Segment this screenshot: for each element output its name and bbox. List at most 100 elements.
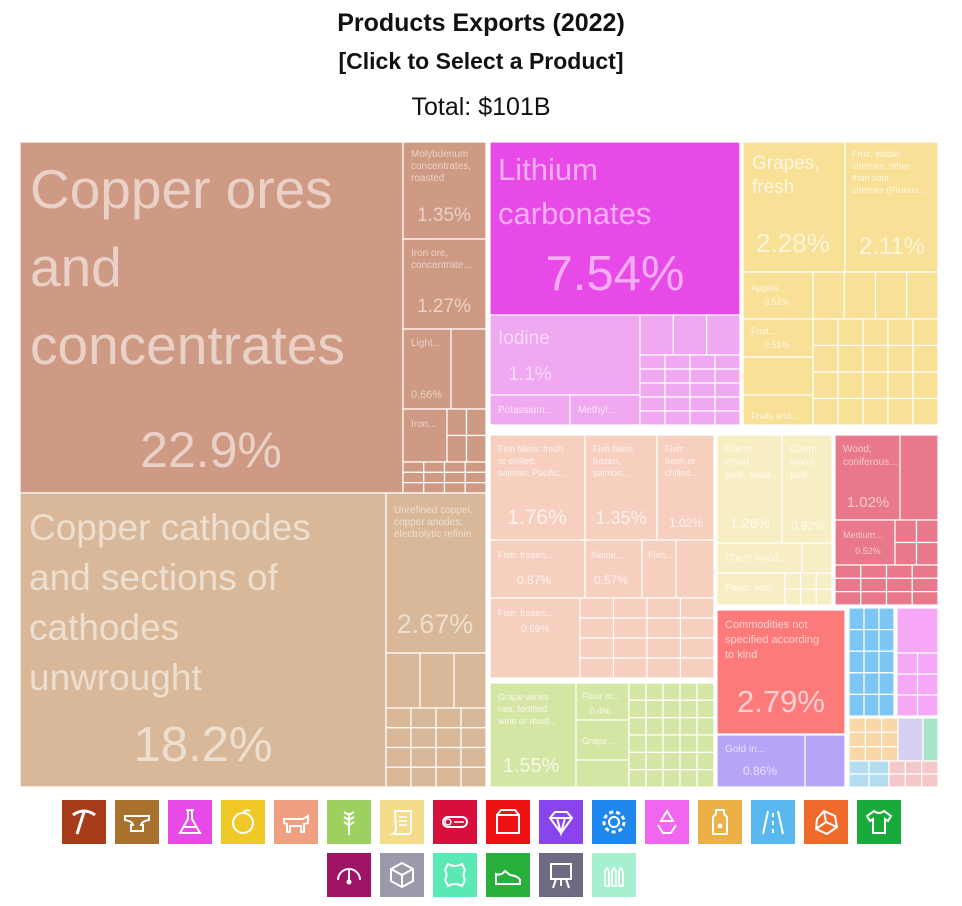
small-product-tile[interactable] — [465, 408, 487, 437]
small-product-tile[interactable] — [864, 717, 883, 733]
small-product-tile[interactable] — [896, 673, 919, 696]
small-product-tile[interactable] — [628, 699, 647, 719]
small-product-tile[interactable] — [837, 344, 864, 373]
small-product-tile[interactable] — [645, 769, 664, 788]
small-product-tile[interactable] — [837, 318, 864, 347]
small-product-tile[interactable] — [915, 519, 939, 544]
small-product-tile[interactable] — [916, 673, 939, 696]
legend-gem-button[interactable] — [538, 800, 583, 844]
small-product-tile[interactable] — [679, 637, 715, 659]
small-product-tile[interactable] — [579, 637, 615, 659]
legend-shirt-button[interactable] — [856, 800, 901, 844]
tile-fish-chilled[interactable] — [656, 434, 715, 541]
small-product-tile[interactable] — [460, 707, 487, 729]
small-product-tile[interactable] — [410, 746, 437, 768]
small-product-tile[interactable] — [696, 682, 715, 701]
legend-wheat-button[interactable] — [326, 800, 371, 844]
small-product-tile[interactable] — [848, 760, 870, 775]
small-product-tile[interactable] — [862, 371, 889, 400]
small-product-tile[interactable] — [862, 318, 889, 347]
small-product-tile[interactable] — [885, 564, 913, 579]
small-product-tile[interactable] — [679, 717, 698, 736]
legend-package-button[interactable] — [379, 853, 424, 897]
small-product-tile[interactable] — [696, 751, 715, 771]
small-product-tile[interactable] — [639, 382, 666, 398]
small-product-tile[interactable] — [887, 318, 914, 347]
small-product-tile[interactable] — [885, 591, 913, 606]
small-product-tile[interactable] — [385, 746, 412, 768]
tile-medium[interactable] — [834, 519, 896, 566]
small-product-tile[interactable] — [689, 382, 716, 398]
small-product-tile[interactable] — [679, 699, 698, 719]
small-product-tile[interactable] — [679, 734, 698, 753]
small-product-tile[interactable] — [579, 597, 615, 619]
legend-gauge-button[interactable] — [326, 853, 371, 897]
small-product-tile[interactable] — [714, 410, 741, 426]
small-product-tile[interactable] — [887, 397, 914, 426]
small-product-tile[interactable] — [887, 344, 914, 373]
small-product-tile[interactable] — [402, 482, 425, 494]
small-product-tile[interactable] — [675, 539, 715, 599]
small-product-tile[interactable] — [888, 760, 906, 775]
small-product-tile[interactable] — [921, 760, 939, 775]
tile-fish-3[interactable] — [641, 539, 677, 599]
small-product-tile[interactable] — [645, 734, 664, 753]
tile-swine[interactable] — [584, 539, 643, 599]
tile-commodities[interactable] — [716, 609, 846, 735]
small-product-tile[interactable] — [862, 397, 889, 426]
small-product-tile[interactable] — [385, 727, 412, 749]
small-product-tile[interactable] — [784, 572, 802, 590]
tile-salmon-fresh[interactable] — [489, 434, 586, 541]
small-product-tile[interactable] — [402, 461, 425, 473]
tile-grapes-fresh[interactable] — [742, 141, 846, 273]
small-product-tile[interactable] — [848, 607, 865, 631]
tile-grape-2[interactable] — [575, 719, 630, 761]
small-product-tile[interactable] — [689, 410, 716, 426]
small-product-tile[interactable] — [912, 344, 939, 373]
tile-lithium-carbonates[interactable] — [489, 141, 741, 316]
tile-cherries[interactable] — [844, 141, 939, 273]
small-product-tile[interactable] — [874, 271, 908, 320]
small-product-tile[interactable] — [464, 471, 487, 484]
small-product-tile[interactable] — [878, 650, 895, 674]
small-product-tile[interactable] — [848, 693, 865, 717]
small-product-tile[interactable] — [714, 354, 741, 370]
small-product-tile[interactable] — [904, 773, 923, 788]
small-product-tile[interactable] — [812, 271, 845, 320]
small-product-tile[interactable] — [645, 699, 664, 719]
small-product-tile[interactable] — [579, 617, 615, 639]
tile-fish-frozen-1[interactable] — [489, 539, 586, 599]
small-product-tile[interactable] — [402, 471, 425, 484]
small-product-tile[interactable] — [834, 591, 862, 606]
small-product-tile[interactable] — [689, 368, 716, 384]
tile-methyl[interactable] — [569, 394, 641, 426]
small-product-tile[interactable] — [645, 717, 664, 736]
small-product-tile[interactable] — [899, 434, 939, 521]
small-product-tile[interactable] — [639, 314, 674, 356]
small-product-tile[interactable] — [689, 396, 716, 412]
small-product-tile[interactable] — [575, 759, 630, 788]
small-product-tile[interactable] — [815, 588, 833, 606]
small-product-tile[interactable] — [706, 314, 741, 356]
small-product-tile[interactable] — [864, 731, 883, 748]
small-product-tile[interactable] — [385, 766, 412, 788]
small-product-tile[interactable] — [423, 461, 446, 473]
small-product-tile[interactable] — [897, 717, 924, 762]
small-product-tile[interactable] — [443, 482, 466, 494]
small-product-tile[interactable] — [460, 727, 487, 749]
small-product-tile[interactable] — [662, 734, 681, 753]
small-product-tile[interactable] — [887, 371, 914, 400]
small-product-tile[interactable] — [410, 707, 437, 729]
small-product-tile[interactable] — [664, 382, 691, 398]
small-product-tile[interactable] — [863, 607, 880, 631]
small-product-tile[interactable] — [904, 760, 923, 775]
tile-potassium[interactable] — [489, 394, 571, 426]
small-product-tile[interactable] — [804, 734, 846, 788]
small-product-tile[interactable] — [639, 368, 666, 384]
small-product-tile[interactable] — [885, 577, 913, 593]
small-product-tile[interactable] — [410, 727, 437, 749]
small-product-tile[interactable] — [435, 766, 462, 788]
small-product-tile[interactable] — [812, 318, 839, 347]
small-product-tile[interactable] — [460, 746, 487, 768]
small-product-tile[interactable] — [465, 434, 487, 463]
